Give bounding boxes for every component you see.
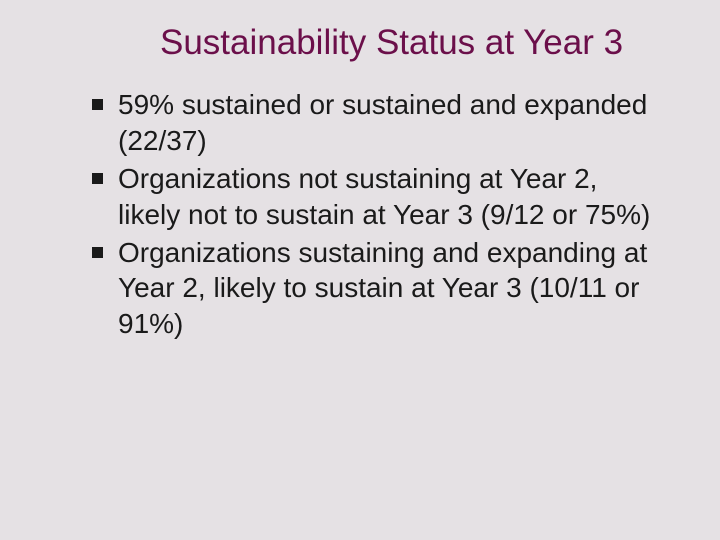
list-item: Organizations not sustaining at Year 2, … — [90, 161, 660, 233]
bullet-list: 59% sustained or sustained and expanded … — [90, 87, 660, 342]
slide-title: Sustainability Status at Year 3 — [160, 22, 660, 63]
bullet-text: Organizations sustaining and expanding a… — [118, 237, 647, 340]
slide-container: Sustainability Status at Year 3 59% sust… — [0, 0, 720, 540]
bullet-text: 59% sustained or sustained and expanded … — [118, 89, 647, 156]
list-item: Organizations sustaining and expanding a… — [90, 235, 660, 342]
list-item: 59% sustained or sustained and expanded … — [90, 87, 660, 159]
bullet-text: Organizations not sustaining at Year 2, … — [118, 163, 650, 230]
